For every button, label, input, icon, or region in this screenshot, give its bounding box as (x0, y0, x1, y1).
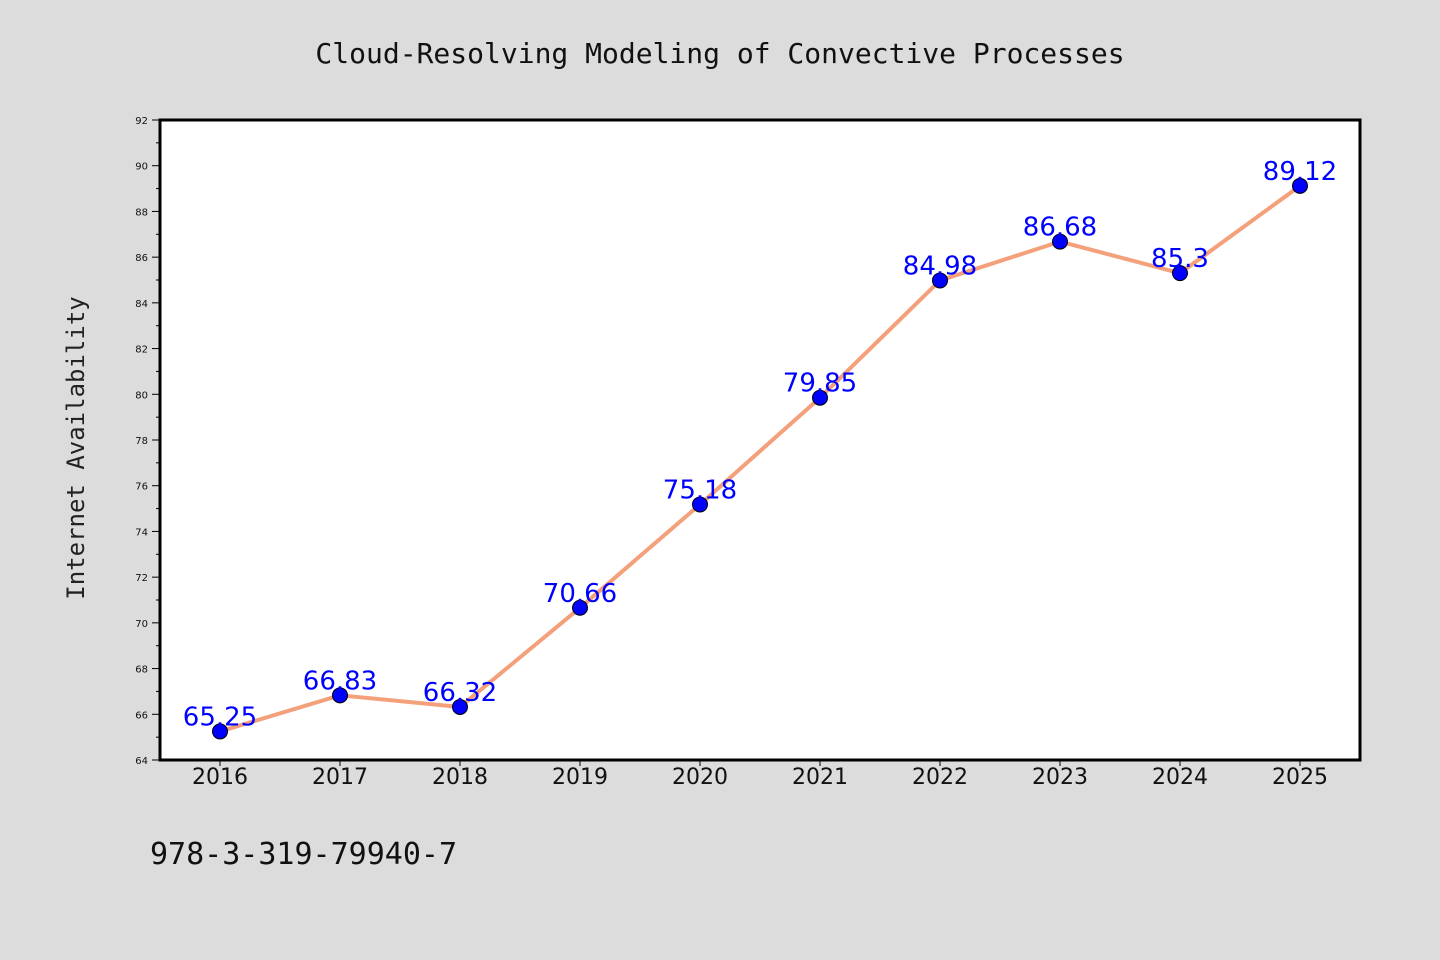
x-tick-label: 2019 (552, 765, 608, 790)
y-tick-label: 74 (135, 527, 148, 538)
y-tick-label: 76 (135, 482, 148, 493)
y-tick-label: 64 (135, 756, 148, 767)
x-tick-label: 2021 (792, 765, 848, 790)
data-point-marker (1052, 233, 1068, 250)
y-tick-label: 88 (135, 207, 148, 218)
x-tick-label: 2025 (1272, 765, 1328, 790)
x-tick-label: 2023 (1032, 765, 1088, 790)
y-tick-label: 82 (135, 345, 148, 356)
x-tick-label: 2017 (312, 765, 368, 790)
data-point-marker (452, 698, 468, 715)
data-label: 66.83 (303, 666, 377, 696)
y-axis-label: Internet Availability (62, 296, 90, 599)
y-tick-label: 92 (135, 116, 148, 127)
data-point-marker (212, 723, 228, 740)
x-tick-label: 2016 (192, 765, 248, 790)
data-label: 65.25 (183, 702, 257, 732)
data-label: 89.12 (1263, 157, 1337, 187)
data-point-marker (572, 599, 588, 616)
y-tick-label: 78 (135, 436, 148, 447)
x-tick-label: 2024 (1152, 765, 1208, 790)
x-tick-label: 2020 (672, 765, 728, 790)
y-tick-label: 80 (135, 390, 148, 401)
chart-title: Cloud-Resolving Modeling of Convective P… (315, 37, 1124, 70)
y-tick-label: 86 (135, 253, 148, 264)
data-label: 75.18 (663, 475, 737, 505)
data-label: 84.98 (903, 251, 977, 281)
y-tick-label: 72 (135, 573, 148, 584)
plot-frame (158, 118, 1362, 762)
x-tick-label: 2022 (912, 765, 968, 790)
x-tick-label: 2018 (432, 765, 488, 790)
y-tick-label: 84 (135, 299, 148, 310)
y-tick-label: 68 (135, 665, 148, 676)
data-label: 66.32 (423, 678, 497, 708)
data-point-marker (1292, 177, 1308, 194)
data-point-marker (932, 272, 948, 289)
y-axis-ticks: 64 66 68 70 72 74 76 78 80 82 84 86 88 90 92 (135, 116, 160, 767)
data-label: 86.68 (1023, 213, 1097, 243)
y-tick-label: 90 (135, 162, 148, 173)
data-label: 85.3 (1151, 244, 1209, 274)
footer-isbn: 978-3-319-79940-7 (150, 837, 457, 872)
data-point-marker (812, 389, 828, 406)
y-tick-label: 66 (135, 710, 148, 721)
data-label: 70.66 (543, 579, 617, 609)
data-label: 79.85 (783, 369, 857, 399)
data-point-marker (332, 687, 348, 704)
data-point-marker (1172, 265, 1188, 282)
plot-area (160, 120, 1360, 760)
x-axis-ticks: 2016 2017 2018 2019 2020 2021 2022 2023 2024 2025 (192, 760, 1328, 790)
series-line (219, 184, 1302, 734)
series-group: 65.25 66.83 66.32 70.66 75.18 79.85 84.98 86.68… (183, 157, 1337, 740)
y-tick-label: 70 (135, 619, 148, 630)
data-point-marker (692, 496, 708, 513)
